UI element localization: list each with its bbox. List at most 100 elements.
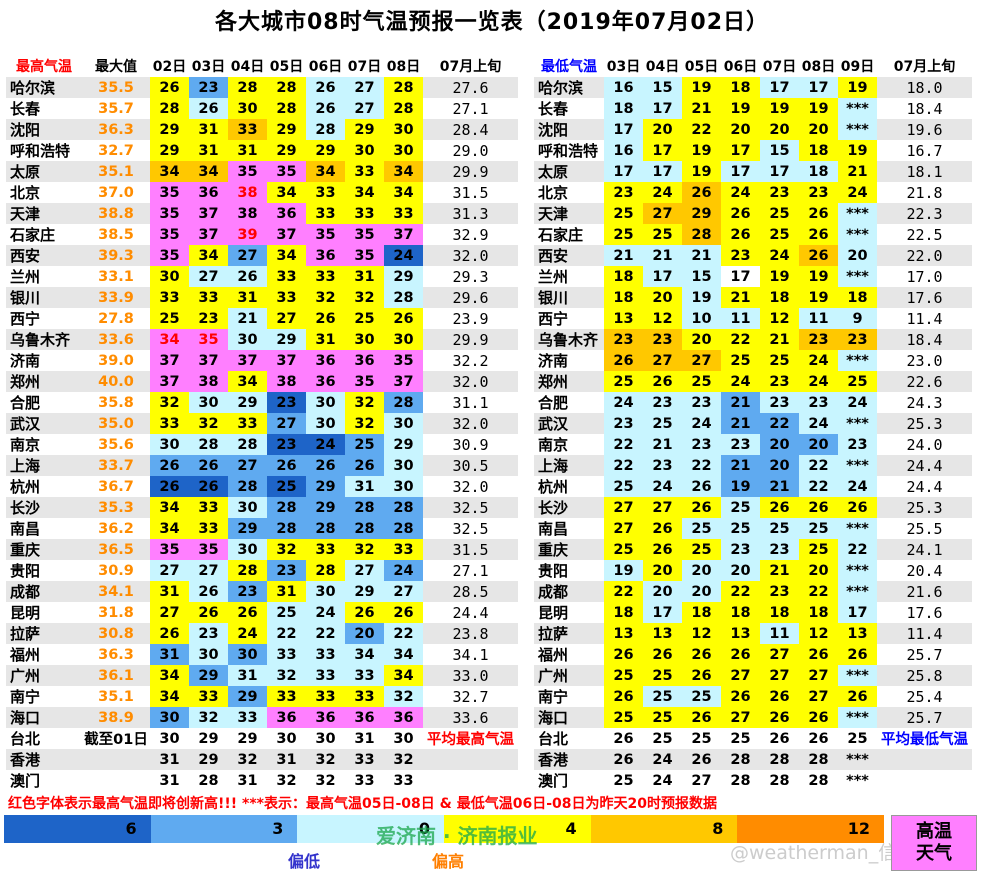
forecast-cell: 38 [267,371,306,392]
forecast-cell: 28 [345,497,384,518]
forecast-cell: 23 [267,392,306,413]
max-temp-value: 35.8 [98,394,134,411]
forecast-cell: 25 [799,539,838,560]
forecast-cell: 23 [682,392,721,413]
forecast-cell: 35 [150,182,189,203]
forecast-cell: 26 [682,749,721,770]
dekad-avg: 25.7 [877,707,972,728]
city-name: 郑州 [534,371,604,392]
forecast-cell: 29 [150,140,189,161]
colorbar-label: 3 [272,819,284,838]
max-temp-value: 39.0 [98,352,134,369]
forecast-cell: 34 [345,644,384,665]
forecast-cell: 23 [228,581,267,602]
forecast-cell: 24 [799,371,838,392]
city-name: 兰州 [538,268,569,286]
forecast-cell: 26 [306,77,345,98]
forecast-cell: *** [838,518,877,539]
table-row: 长沙 35.3 34 33 30 28 29 28 28 32.5 [6,497,518,518]
city-name: 长春 [538,100,569,118]
city-name: 福州 [10,646,41,664]
forecast-cell: 25 [691,730,712,747]
forecast-cell: 19 [760,266,799,287]
table-row: 沈阳 36.3 29 31 33 29 28 29 30 28.4 [6,119,518,140]
forecast-cell: 36 [267,707,306,728]
forecast-cell: 38 [228,182,267,203]
dekad-avg: 27.6 [423,77,518,98]
max-temp-value: 31.8 [98,604,134,621]
forecast-cell: 26 [838,686,877,707]
forecast-cell: 29 [384,266,423,287]
forecast-cell: 30 [189,392,228,413]
forecast-cell: 29 [682,203,721,224]
low-header-cell: 05日 [684,59,719,75]
forecast-cell: 30 [228,539,267,560]
forecast-cell: 17 [643,602,682,623]
forecast-cell: 24 [799,350,838,371]
forecast-cell: 27 [643,203,682,224]
city-name: 哈尔滨 [534,77,604,98]
forecast-cell: 28 [384,497,423,518]
forecast-cell: 33 [306,665,345,686]
forecast-cell: 18 [838,287,877,308]
forecast-cell: *** [838,581,877,602]
forecast-cell: 32 [189,413,228,434]
forecast-cell: 13 [604,623,643,644]
forecast-cell: 24 [306,434,345,455]
forecast-cell: 34 [189,161,228,182]
forecast-cell: 22 [384,623,423,644]
forecast-cell: 15 [682,266,721,287]
forecast-cell: 25 [760,518,799,539]
forecast-cell: 18 [721,77,760,98]
forecast-cell: 23 [643,392,682,413]
city-name: 北京 [10,184,41,202]
forecast-cell: 37 [150,350,189,371]
forecast-cell: 23 [604,329,643,350]
forecast-cell: 25 [682,371,721,392]
city-name: 重庆 [6,539,82,560]
dekad-avg: 30.9 [452,435,489,454]
dekad-avg: 30.5 [423,455,518,476]
table-row: 南宁 26 25 25 26 26 27 26 25.4 [534,686,972,707]
dekad-avg: 21.6 [877,581,972,602]
city-name: 西安 [534,245,604,266]
watermark-right: @weatherman_信欣 [730,842,917,864]
forecast-cell: 30 [306,581,345,602]
forecast-cell: 11 [721,308,760,329]
table-row: 广州 36.1 34 29 31 32 33 33 34 33.0 [6,665,518,686]
city-name: 贵阳 [10,562,41,580]
forecast-cell: 32 [384,686,423,707]
forecast-cell: 25 [643,707,682,728]
forecast-cell: 21 [760,476,799,497]
city-name: 南京 [10,436,41,454]
forecast-cell: 26 [345,602,384,623]
forecast-cell: 20 [799,560,838,581]
forecast-cell: 38 [189,371,228,392]
forecast-cell: 29 [306,497,345,518]
forecast-cell: 33 [228,707,267,728]
forecast-cell: 21 [838,161,877,182]
forecast-cell: 28 [306,119,345,140]
city-name: 长春 [10,100,41,118]
colorbar-segment: 12 [737,815,885,843]
forecast-cell: 28 [799,749,838,770]
forecast-cell: 27 [189,266,228,287]
forecast-cell: 34 [267,182,306,203]
forecast-cell: 26 [150,476,189,497]
max-temp-value: 27.8 [98,310,134,327]
max-temp-value: 40.0 [82,371,150,392]
forecast-cell: 26 [760,686,799,707]
dekad-avg: 25.3 [877,413,972,434]
forecast-cell: 28 [306,560,345,581]
forecast-cell: 29 [150,119,189,140]
forecast-cell: 25 [682,518,721,539]
colorbar-segment: 4 [444,815,591,843]
city-name: 上海 [6,455,82,476]
forecast-cell: 24 [721,182,760,203]
forecast-cell: *** [838,350,877,371]
max-temp-value: 32.7 [98,142,134,159]
forecast-cell: 27 [345,560,384,581]
forecast-cell: 25 [838,371,877,392]
forecast-cell: 26 [228,266,267,287]
forecast-cell: 23 [799,329,838,350]
